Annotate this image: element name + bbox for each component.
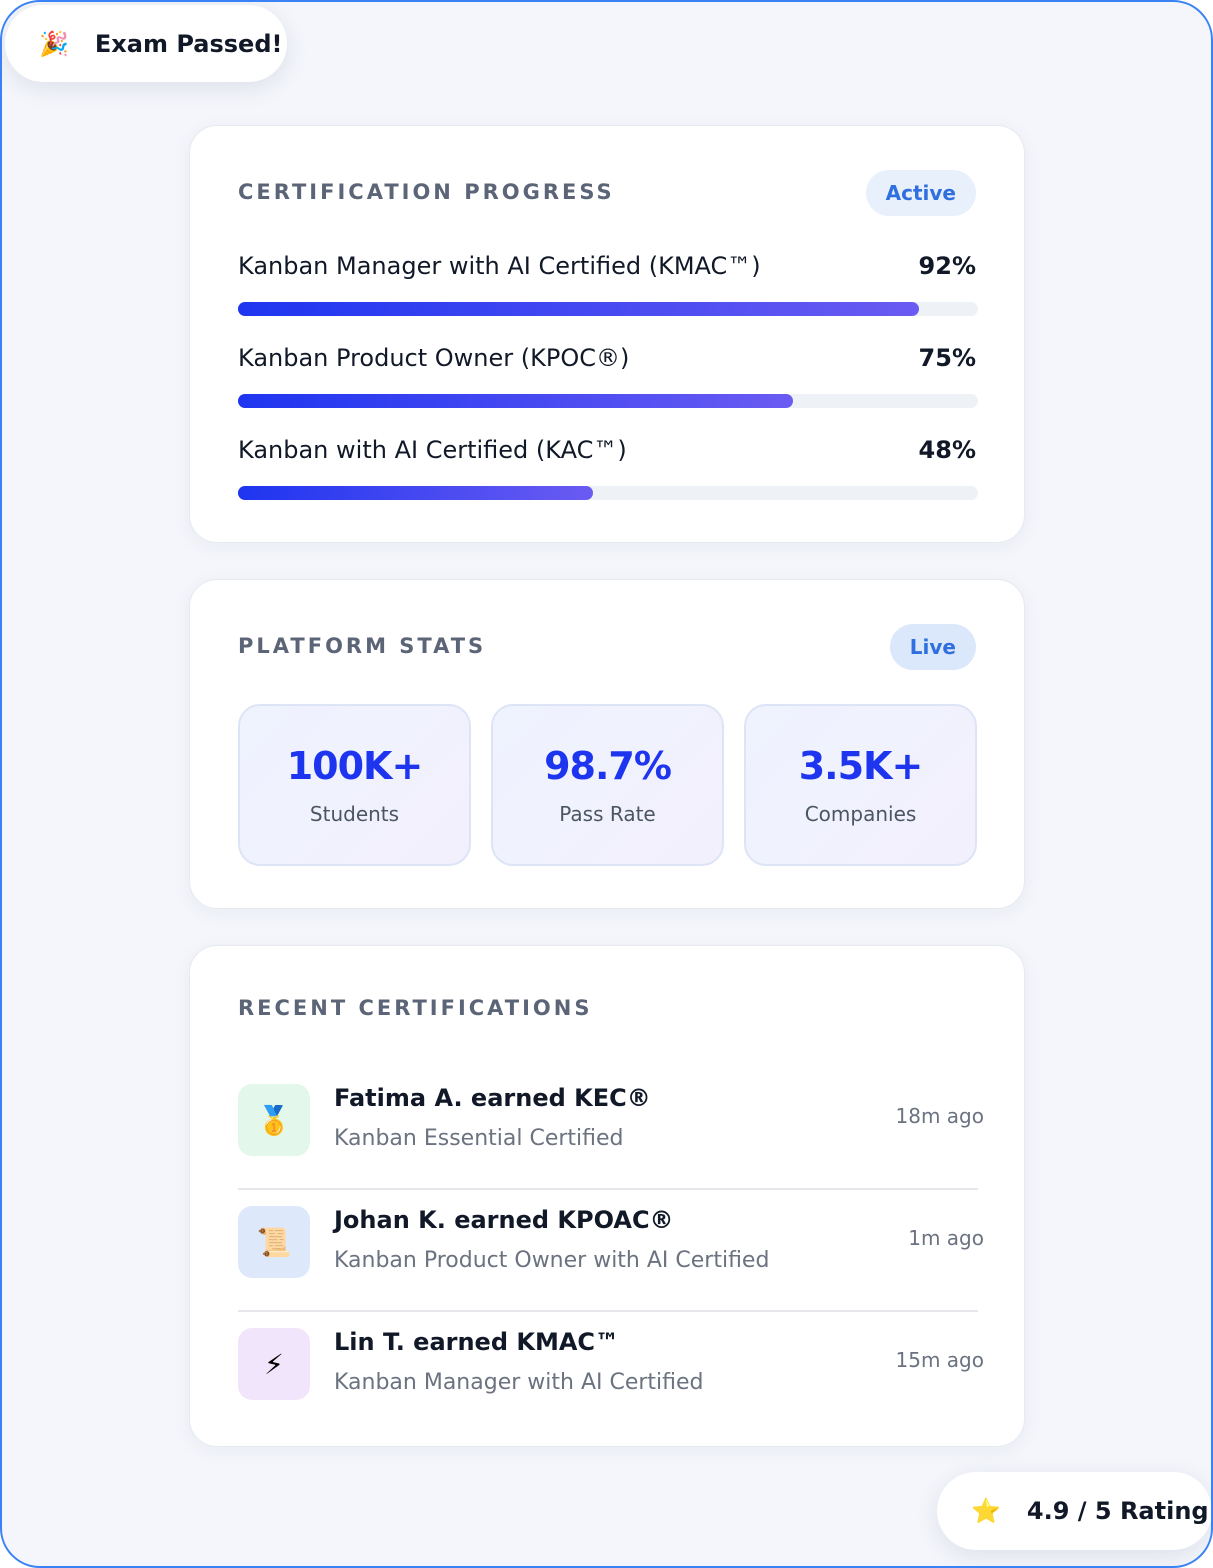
cert-row: ⚡ Lin T. earned KMAC™ Kanban Manager with … [238,1312,984,1434]
progress-track [238,394,978,408]
stat-label: Companies [804,802,917,826]
progress-value: 92% [918,252,976,280]
card-title: RECENT CERTIFICATIONS [238,996,593,1020]
progress-label: Kanban with AI Certified (KAC™) [238,436,627,464]
progress-value: 75% [918,344,976,372]
cert-course: Kanban Essential Certified [334,1126,624,1151]
toast-text: Exam Passed! [94,29,283,58]
rating-icon: ⭐ [971,1497,1001,1525]
progress-bar [238,302,919,316]
cert-name: Johan K. earned KPOAC® [334,1206,674,1234]
cert-name: Lin T. earned KMAC™ [334,1328,620,1356]
cert-time: 18m ago [895,1104,984,1128]
progress-track [238,486,978,500]
toast-icon: 🎉 [39,29,69,58]
cert-icon: 📜 [238,1206,310,1278]
cert-course: Kanban Manager with AI Certified [334,1370,704,1395]
stats-card: PLATFORM STATS Live 100K+ Students 98.7% Pa… [189,579,1025,909]
separator [238,1188,978,1190]
cert-icon: ⚡ [238,1328,310,1400]
progress-card: CERTIFICATION PROGRESS Active Kanban Man… [189,125,1025,543]
stat-label: Students [309,802,400,826]
cert-row: 📜 Johan K. earned KPOAC® Kanban Product Ow… [238,1190,984,1312]
stat-box: 98.7% Pass Rate [491,704,724,866]
toast: 🎉 Exam Passed! [5,5,287,82]
card-title: CERTIFICATION PROGRESS [238,180,615,204]
cert-row: 🥇 Fatima A. earned KEC® Kanban Essential C… [238,1068,984,1190]
cert-course: Kanban Product Owner with AI Certified [334,1248,770,1273]
stat-value: 98.7% [544,744,672,788]
cert-name: Fatima A. earned KEC® [334,1084,651,1112]
cert-time: 1m ago [908,1226,984,1250]
badge: Active [865,170,976,216]
stat-box: 100K+ Students [238,704,471,866]
stat-box: 3.5K+ Companies [744,704,977,866]
progress-label: Kanban Product Owner (KPOC®) [238,344,630,372]
progress-value: 48% [918,436,976,464]
progress-bar [238,486,594,500]
badge: Live [889,624,976,670]
stat-value: 3.5K+ [798,744,924,788]
stat-value: 100K+ [286,744,424,788]
rating-text: 4.9 / 5 Rating [1026,1497,1209,1525]
rating: ⭐ 4.9 / 5 Rating [937,1472,1211,1550]
progress-bar [238,394,793,408]
progress-label: Kanban Manager with AI Certified (KMAC™) [238,252,761,280]
recent-card: RECENT CERTIFICATIONS 🥇 Fatima A. earned … [189,945,1025,1447]
cert-icon: 🥇 [238,1084,310,1156]
cert-time: 15m ago [895,1348,984,1372]
separator [238,1310,978,1312]
progress-track [238,302,978,316]
stat-label: Pass Rate [559,802,656,826]
card-title: PLATFORM STATS [238,634,487,658]
